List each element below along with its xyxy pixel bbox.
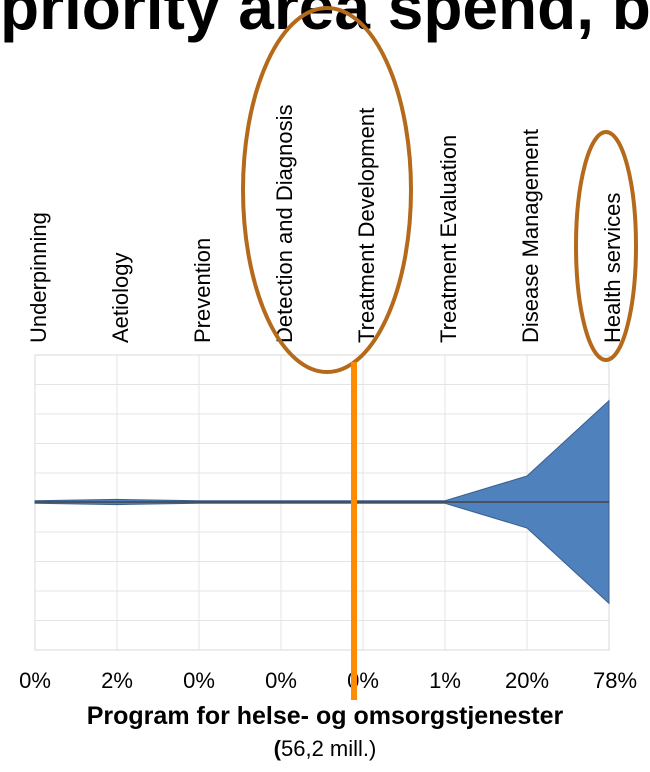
highlight-ellipse-detection-treatment xyxy=(241,6,413,374)
footer-paren: ( xyxy=(273,736,281,761)
category-label: Treatment Evaluation xyxy=(436,135,461,343)
footer-amount: 56,2 mill.) xyxy=(280,736,377,761)
spend-chart: Underpinning Aetiology Prevention Detection… xyxy=(19,6,638,700)
percent-label: 1% xyxy=(429,668,461,693)
percent-label: 0% xyxy=(183,668,215,693)
percent-label: 0% xyxy=(265,668,297,693)
category-label: Aetiology xyxy=(108,252,133,343)
percent-label: 78% xyxy=(593,668,637,693)
percent-labels: 0% 2% 0% 0% 0% 1% 20% 78% xyxy=(19,668,637,693)
category-label: Health services xyxy=(600,193,625,343)
highlight-ellipses xyxy=(241,6,638,374)
highlight-ellipse-health-services xyxy=(574,130,638,362)
percent-label: 0% xyxy=(19,668,51,693)
category-label: Treatment Development xyxy=(354,108,379,343)
category-label: Disease Management xyxy=(518,129,543,343)
category-label: Prevention xyxy=(190,238,215,343)
footer-title: Program for helse- og omsorgstjenester xyxy=(86,702,564,730)
category-label: Underpinning xyxy=(26,212,51,343)
percent-label: 2% xyxy=(101,668,133,693)
category-label: Detection and Diagnosis xyxy=(272,105,297,343)
footer-subtitle: (56,2 mill.) xyxy=(0,736,650,762)
percent-label: 20% xyxy=(505,668,549,693)
category-labels: Underpinning Aetiology Prevention Detection… xyxy=(26,105,625,343)
